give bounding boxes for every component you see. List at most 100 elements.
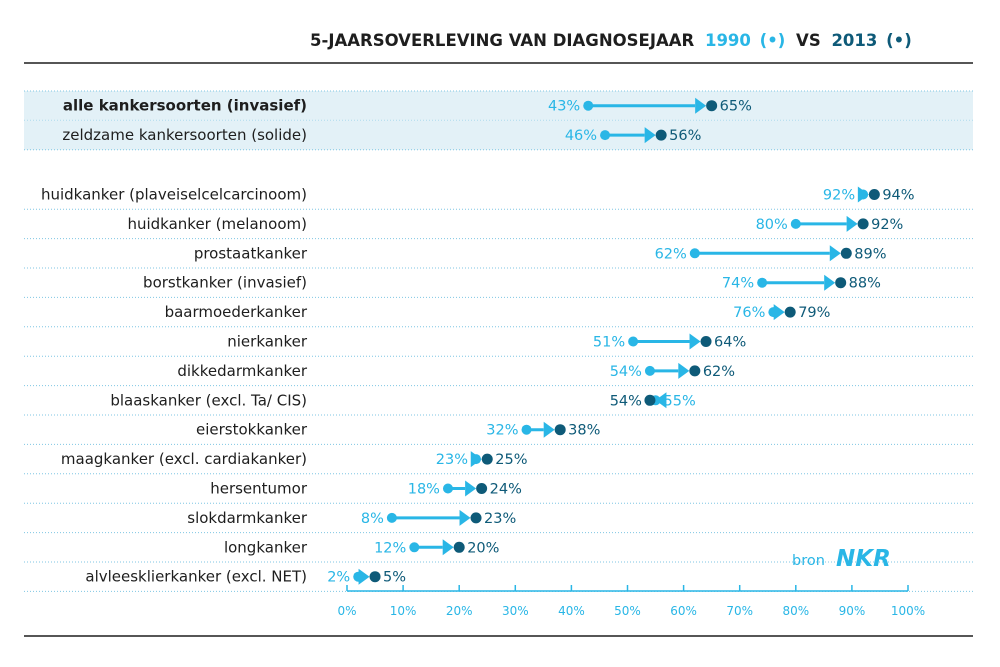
row-label: alvleesklierkanker (excl. NET) [85, 568, 307, 586]
row-1-13: alvleesklierkanker (excl. NET) 2% 5% [24, 568, 973, 592]
point-1990 [583, 100, 594, 111]
point-2013 [835, 277, 847, 289]
point-1990 [858, 189, 869, 200]
value-1990: 74% [722, 276, 754, 292]
point-1990 [386, 512, 397, 523]
arrow-head [459, 509, 471, 526]
row-1-8: eierstokkanker 32% 38% [24, 421, 973, 445]
row-1-3: borstkanker (invasief) 74% 88% [24, 274, 973, 298]
x-axis: 0% 10% 20% 30% 40% 50% 60% 70% 80% 90% 100% [337, 585, 925, 618]
x-tick-label: 60% [670, 604, 697, 618]
point-2013 [369, 571, 381, 583]
source-brand: NKR [836, 546, 891, 572]
value-2013: 79% [798, 305, 830, 321]
x-tick-label: 90% [839, 604, 866, 618]
point-2013 [481, 453, 493, 465]
point-2013 [868, 189, 880, 200]
point-2013 [840, 247, 852, 259]
value-2013: 62% [703, 364, 735, 380]
point-2013 [470, 512, 482, 524]
point-1990 [689, 248, 700, 259]
arrow-head [543, 421, 555, 438]
arrow-head [655, 392, 667, 409]
point-1990 [768, 307, 779, 318]
point-1990 [471, 454, 482, 465]
arrow-head [358, 568, 370, 585]
x-tick-label: 20% [446, 604, 473, 618]
row-label: maagkanker (excl. cardiakanker) [61, 450, 307, 468]
value-1990: 51% [593, 335, 625, 351]
row-label: longkanker [224, 538, 308, 556]
point-2013 [655, 129, 667, 141]
value-2013: 54% [610, 393, 642, 409]
point-2013 [644, 394, 656, 406]
point-1990 [442, 483, 453, 494]
row-label: huidkanker (plaveiselcelcarcinoom) [41, 186, 307, 204]
point-1990 [757, 277, 768, 288]
title-year-1990: 1990 [705, 31, 751, 50]
value-1990: 54% [610, 364, 642, 380]
x-tick-label: 80% [782, 604, 809, 618]
source-credit: bron NKR [792, 546, 891, 572]
point-1990 [628, 336, 639, 347]
row-label: baarmoederkanker [165, 303, 308, 321]
value-2013: 64% [714, 335, 746, 351]
x-tick-label: 10% [390, 604, 417, 618]
row-0-0: alle kankersoorten (invasief) 43% 65% [24, 90, 973, 121]
row-1-4: baarmoederkanker 76% 79% [24, 303, 973, 328]
value-1990: 76% [733, 305, 765, 321]
point-2013 [476, 483, 488, 494]
title-vs: VS [796, 31, 821, 50]
value-2013: 20% [467, 540, 499, 556]
point-1990 [644, 365, 655, 376]
arrow-head [644, 127, 656, 144]
arrow-head [829, 245, 841, 262]
value-2013: 38% [568, 423, 600, 439]
x-tick-label: 100% [891, 604, 925, 618]
x-tick-label: 50% [614, 604, 641, 618]
value-1990: 18% [408, 482, 440, 498]
point-1990 [353, 571, 364, 582]
row-label: borstkanker (invasief) [143, 274, 307, 292]
value-1990: 12% [374, 540, 406, 556]
x-tick-label: 70% [726, 604, 753, 618]
row-0-1: zeldzame kankersoorten (solide) 46% 56% [24, 120, 973, 151]
row-label: eierstokkanker [196, 421, 308, 439]
arrow-head [824, 274, 836, 291]
title-dot-2013: (•) [886, 31, 912, 50]
value-1990: 2% [327, 570, 350, 586]
arrow-head [846, 215, 858, 232]
point-2013 [706, 100, 718, 112]
row-label: nierkanker [227, 333, 308, 351]
row-label: huidkanker (melanoom) [127, 215, 307, 233]
row-1-5: nierkanker 51% 64% [24, 333, 973, 357]
row-label: zeldzame kankersoorten (solide) [62, 126, 307, 144]
row-1-1: huidkanker (melanoom) 80% 92% [24, 215, 973, 240]
value-1990: 23% [436, 452, 468, 468]
chart-title: 5-JAARSOVERLEVING VAN DIAGNOSEJAAR 1990 … [310, 31, 912, 50]
row-highlight [24, 91, 973, 121]
row-label: alle kankersoorten (invasief) [63, 97, 307, 115]
arrow-head [465, 480, 477, 497]
row-1-0: huidkanker (plaveiselcelcarcinoom) 92% 94% [24, 186, 973, 210]
row-label: slokdarmkanker [187, 509, 308, 527]
value-1990: 92% [823, 188, 855, 204]
arrow-head [442, 539, 454, 556]
value-2013: 24% [490, 482, 522, 498]
value-2013: 88% [849, 276, 881, 292]
row-1-12: longkanker 12% 20% [24, 538, 973, 563]
value-1990: 80% [756, 217, 788, 233]
value-2013: 65% [720, 99, 752, 115]
arrow-head [689, 333, 701, 350]
value-1990: 55% [664, 393, 696, 409]
point-1990 [409, 542, 420, 553]
row-1-11: slokdarmkanker 8% 23% [24, 509, 973, 534]
point-2013 [554, 424, 566, 436]
point-2013 [689, 365, 701, 377]
row-label: dikkedarmkanker [177, 362, 307, 380]
value-2013: 89% [854, 246, 886, 262]
point-2013 [857, 218, 869, 230]
value-1990: 8% [361, 511, 384, 527]
row-1-6: dikkedarmkanker 54% 62% [24, 362, 973, 387]
